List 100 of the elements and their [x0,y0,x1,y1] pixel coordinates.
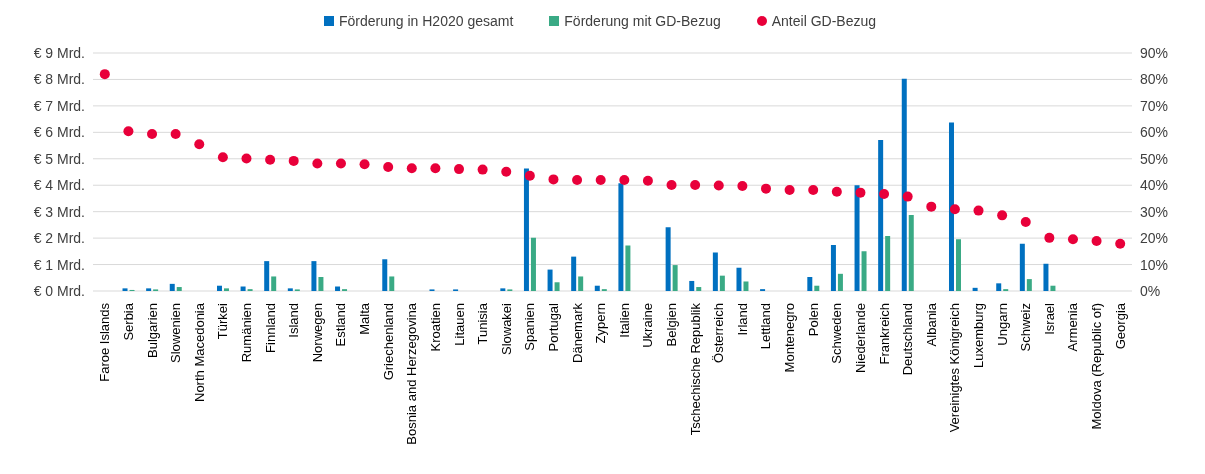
bar [1026,279,1032,291]
x-tick-label: Tschechische Republik [687,302,703,436]
point [288,155,299,166]
y-tick-label: € 5 Mrd. [33,150,85,167]
bar [955,239,961,291]
point [1067,234,1078,245]
x-tick-label: Estland [333,303,349,347]
x-tick-label: Österreich [711,303,727,363]
y2-tick-label: 0% [1140,282,1161,299]
point [642,175,653,186]
x-tick-label: Armenia [1065,302,1081,352]
bar [901,78,907,291]
x-tick-label: Ukraine [640,303,656,348]
x-tick-label: Schweiz [1018,303,1034,352]
bar [169,283,175,291]
point [572,174,583,185]
x-tick-label: Deutschland [900,303,916,376]
point [383,161,394,172]
x-tick-label: Rumänien [238,303,254,363]
point [1044,232,1055,243]
bar [146,288,152,291]
point [808,184,819,195]
bar [1043,263,1049,291]
y-tick-label: € 1 Mrd. [33,256,85,273]
x-tick-label: Polen [805,303,821,337]
bar [389,276,395,291]
bar [547,269,553,291]
bar [271,276,277,291]
legend-label: Anteil GD-Bezug [771,13,876,29]
x-tick-label: Zypern [593,303,609,344]
bar [736,267,742,291]
x-tick-label: Irland [734,303,750,336]
bar [1019,243,1025,291]
bar [719,275,725,291]
point [548,174,559,185]
point [784,184,795,195]
x-tick-label: Spanien [522,303,538,351]
point [973,205,984,216]
y2-tick-label: 70% [1140,97,1169,114]
bar [625,245,631,291]
x-tick-label: Türkei [215,302,231,340]
bar [861,251,867,291]
point [454,164,465,175]
x-tick-label: Vereinigtes Königreich [947,303,963,433]
y-tick-label: € 6 Mrd. [33,124,85,141]
x-tick-label: Faroe Islands [97,302,113,382]
bar [176,287,182,291]
bar [216,285,222,291]
bar [972,287,978,291]
point [1020,216,1031,227]
x-tick-label: Frankreich [876,303,892,365]
point [666,179,677,190]
y-tick-label: € 0 Mrd. [33,282,85,299]
x-tick-label: Dänemark [569,302,585,363]
bar [837,273,843,291]
y2-tick-label: 80% [1140,71,1169,88]
bar [318,276,324,291]
legend-label: Förderung mit GD-Bezug [564,13,721,29]
x-tick-label: Portugal [545,302,561,352]
bar [335,286,341,291]
bar [807,276,813,291]
point [477,164,488,175]
point [335,158,346,169]
x-tick-label: Bosnia and Herzegovina [404,302,420,445]
point [879,188,890,199]
x-tick-label: Georgia [1112,302,1128,350]
bar [878,140,884,291]
x-tick-label: Griechenland [380,303,396,381]
point [1115,238,1126,249]
point [831,186,842,197]
point [713,180,724,191]
x-tick-label: Finnland [262,303,278,353]
point [1091,236,1102,247]
x-tick-label: Island [286,303,302,338]
point [619,174,630,185]
x-tick-label: Albania [923,302,939,347]
bar [311,261,317,291]
y2-tick-label: 50% [1140,150,1169,167]
bar [814,285,820,291]
bar [240,286,246,291]
x-tick-label: Italien [616,303,632,338]
x-tick-label: Israel [1041,302,1057,335]
y2-tick-label: 90% [1140,44,1169,61]
point [855,187,866,198]
x-tick-label: Niederlande [852,303,868,374]
x-tick-label: Slowenien [168,303,184,363]
bar [618,183,624,291]
x-tick-label: Bulgarien [144,303,160,358]
y-tick-label: € 7 Mrd. [33,97,85,114]
y-tick-label: € 2 Mrd. [33,230,85,247]
bar [1050,285,1056,291]
bar [948,122,954,291]
point [123,126,134,137]
point [265,154,276,165]
bar [523,168,529,291]
y-tick-label: € 9 Mrd. [33,44,85,61]
bar [122,288,128,291]
bar [500,288,506,291]
point [926,201,937,212]
x-tick-label: North Macedonia [191,302,207,402]
